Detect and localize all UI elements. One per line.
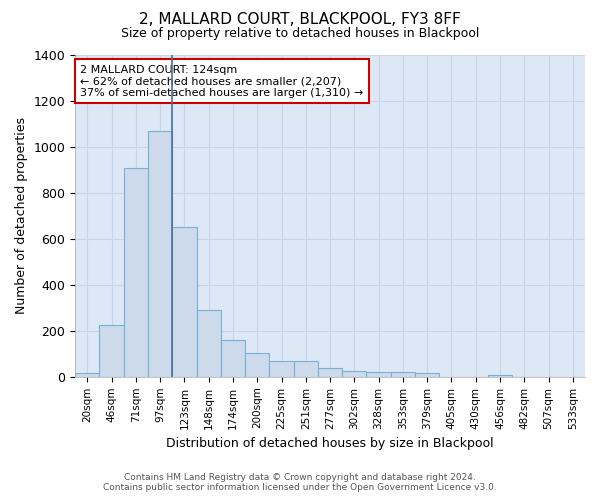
Text: Size of property relative to detached houses in Blackpool: Size of property relative to detached ho… bbox=[121, 28, 479, 40]
Bar bbox=[293, 360, 318, 377]
Bar bbox=[245, 352, 269, 377]
Bar bbox=[488, 374, 512, 377]
Bar bbox=[197, 310, 221, 377]
Y-axis label: Number of detached properties: Number of detached properties bbox=[15, 118, 28, 314]
Bar bbox=[124, 168, 148, 377]
Text: Contains HM Land Registry data © Crown copyright and database right 2024.
Contai: Contains HM Land Registry data © Crown c… bbox=[103, 473, 497, 492]
Bar bbox=[221, 340, 245, 377]
Bar bbox=[367, 372, 391, 377]
Bar bbox=[391, 372, 415, 377]
Text: 2 MALLARD COURT: 124sqm
← 62% of detached houses are smaller (2,207)
37% of semi: 2 MALLARD COURT: 124sqm ← 62% of detache… bbox=[80, 64, 364, 98]
Bar bbox=[75, 374, 100, 377]
Bar bbox=[342, 371, 367, 377]
Bar bbox=[318, 368, 342, 377]
Bar bbox=[172, 228, 197, 377]
Bar bbox=[100, 325, 124, 377]
Bar bbox=[415, 374, 439, 377]
Bar bbox=[269, 360, 293, 377]
X-axis label: Distribution of detached houses by size in Blackpool: Distribution of detached houses by size … bbox=[166, 437, 494, 450]
Bar bbox=[148, 131, 172, 377]
Text: 2, MALLARD COURT, BLACKPOOL, FY3 8FF: 2, MALLARD COURT, BLACKPOOL, FY3 8FF bbox=[139, 12, 461, 28]
